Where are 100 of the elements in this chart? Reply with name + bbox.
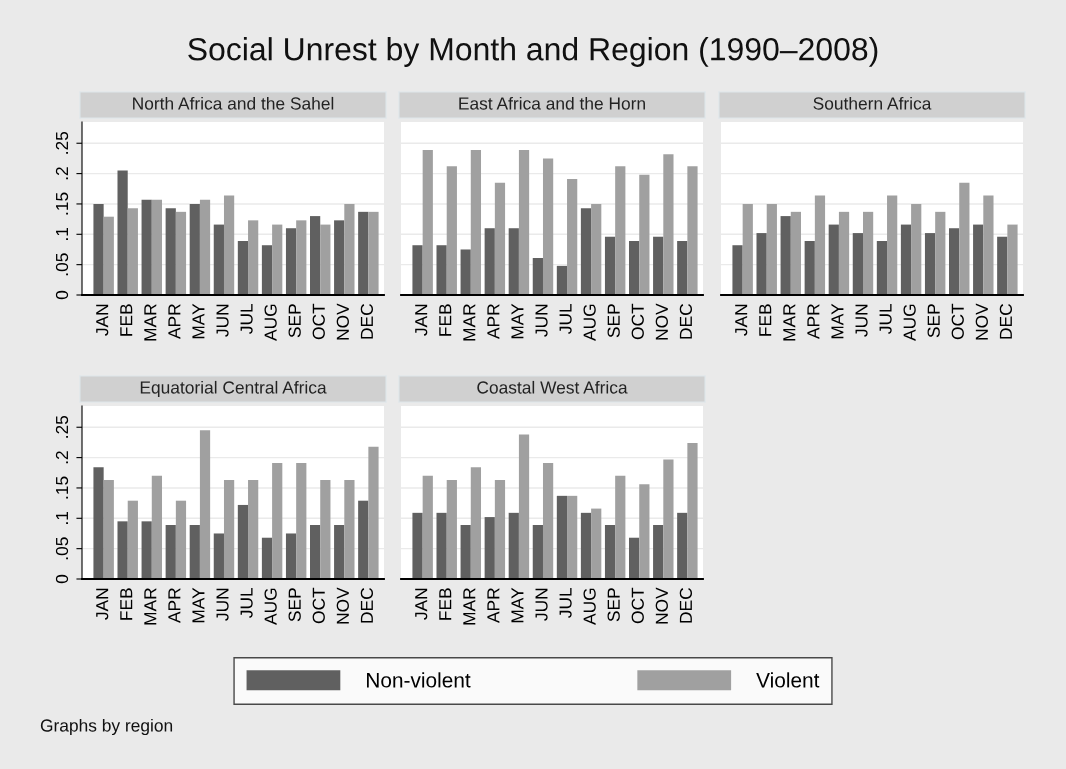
x-tick-label: FEB — [120, 588, 133, 620]
y-tick-label: .15 — [56, 476, 69, 499]
x-tick-label: OCT — [312, 587, 325, 624]
x-tick-label: JAN — [415, 304, 428, 336]
x-tick-label: JUN — [216, 304, 229, 337]
bar — [272, 463, 283, 579]
x-tick-label: SEP — [607, 588, 620, 622]
x-tick-label: SEP — [288, 304, 301, 338]
bar — [567, 495, 578, 579]
x-tick-label: MAR — [144, 304, 157, 341]
x-tick-label: MAR — [783, 304, 796, 341]
x-tick-label: JUL — [559, 587, 572, 618]
bar — [334, 220, 345, 295]
x-tick-label: JUN — [535, 588, 548, 621]
bar — [804, 240, 815, 295]
bar — [368, 446, 379, 579]
bar — [484, 517, 495, 579]
x-tick-label: JUN — [535, 304, 548, 337]
bar — [542, 463, 554, 579]
bar — [900, 224, 912, 295]
bar — [790, 211, 802, 295]
text: Social Unrest by Month and Region (1990–2008) — [188, 37, 878, 67]
bar — [567, 179, 578, 295]
bar — [470, 149, 482, 295]
bar — [334, 524, 345, 579]
bar — [591, 508, 602, 579]
x-tick-label: NOV — [655, 587, 668, 624]
x-tick-label: MAY — [192, 587, 205, 623]
x-tick-label: AUG — [903, 304, 916, 341]
bar — [732, 245, 743, 295]
y-tick-label: .1 — [56, 511, 68, 524]
bar — [141, 521, 152, 579]
bar — [412, 245, 423, 295]
x-tick-label: FEB — [120, 304, 133, 336]
bar — [470, 467, 482, 579]
bar — [532, 524, 543, 579]
x-tick-label: NOV — [336, 587, 349, 624]
chart-title: Southern Africa — [813, 96, 932, 110]
bar — [653, 524, 664, 579]
bar — [460, 524, 471, 579]
bar — [103, 480, 114, 579]
bar — [93, 467, 104, 579]
bar — [368, 211, 379, 295]
bar — [615, 166, 626, 295]
bar — [296, 463, 307, 579]
bar — [436, 245, 447, 295]
x-tick-label: JUN — [855, 304, 868, 337]
bar — [151, 475, 163, 579]
bar — [687, 166, 698, 295]
bar — [151, 199, 163, 295]
x-tick-label: FEB — [439, 304, 452, 336]
bar — [629, 537, 640, 579]
bar — [542, 158, 554, 295]
x-tick-label: MAR — [144, 588, 157, 625]
y-tick-label: .2 — [55, 167, 68, 180]
bar — [189, 524, 200, 579]
bar — [556, 495, 568, 579]
bar — [175, 500, 187, 579]
x-tick-label: MAY — [511, 587, 524, 623]
x-tick-label: AUG — [583, 304, 596, 341]
bar — [320, 224, 331, 295]
bar — [223, 195, 235, 295]
bar — [412, 512, 423, 579]
bar — [422, 149, 433, 295]
bar — [117, 170, 128, 295]
y-tick-label: .1 — [56, 227, 68, 240]
x-tick-label: AUG — [264, 304, 277, 341]
chart-title: North Africa and the Sahel — [133, 96, 334, 110]
x-tick-label: NOV — [336, 303, 349, 340]
x-tick-label: DEC — [360, 304, 374, 339]
bar — [604, 236, 616, 295]
bar — [296, 220, 307, 295]
chart-title: Equatorial Central Africa — [140, 380, 327, 398]
bar — [237, 504, 249, 579]
bar — [852, 233, 863, 295]
x-tick-label: MAR — [463, 304, 476, 341]
bar — [508, 512, 519, 579]
bar — [272, 224, 283, 295]
bar — [103, 216, 114, 295]
x-tick-label: MAY — [192, 303, 205, 339]
x-tick-label: SEP — [927, 304, 940, 338]
y-tick-label: .2 — [55, 451, 68, 464]
bar — [924, 233, 936, 295]
bar — [518, 434, 530, 579]
bar — [887, 195, 898, 295]
bar — [261, 245, 273, 295]
text: Graphs by region — [40, 718, 173, 736]
bar — [223, 480, 235, 579]
x-tick-label: JUL — [240, 303, 253, 334]
bar — [358, 500, 369, 579]
bar — [199, 199, 211, 295]
bar — [213, 533, 224, 579]
bar — [213, 224, 224, 295]
bar — [949, 228, 960, 295]
bar — [165, 208, 176, 295]
bar — [639, 174, 650, 295]
x-tick-label: NOV — [975, 303, 988, 340]
bar — [127, 208, 138, 295]
x-tick-label: JAN — [415, 588, 428, 620]
legend-label: Violent — [756, 672, 820, 688]
